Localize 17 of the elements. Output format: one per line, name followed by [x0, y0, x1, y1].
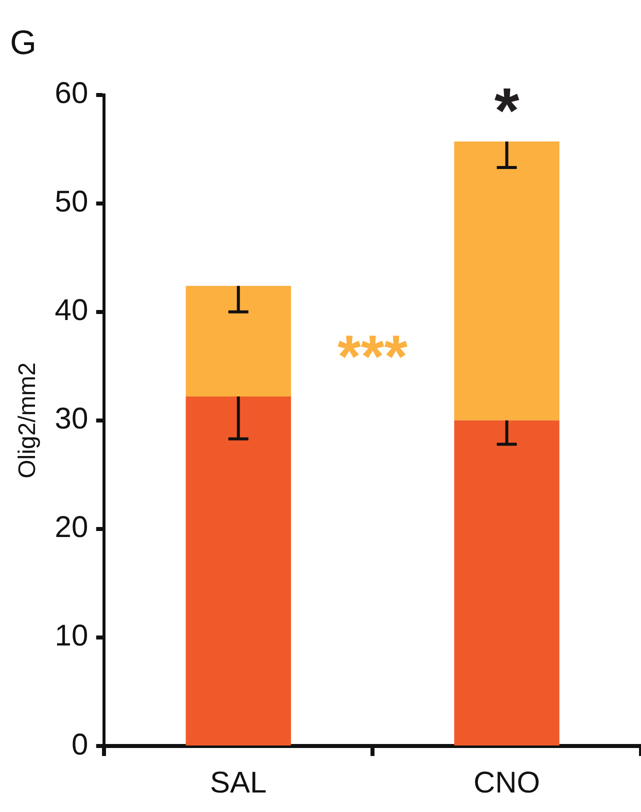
y-tick-label: 50 [54, 186, 88, 219]
y-tick-label: 10 [54, 620, 88, 653]
y-tick-label: 0 [71, 728, 88, 762]
y-axis-title: Olig2/mm2 [14, 362, 42, 478]
annotation: *** [338, 322, 408, 390]
chart-title: G [10, 24, 36, 62]
annotation: * [494, 74, 520, 146]
y-tick-label: 60 [54, 77, 88, 110]
y-tick-label: 20 [54, 511, 88, 544]
y-tick-label: 30 [54, 402, 88, 436]
bar [454, 141, 560, 420]
x-tick-label: CNO [473, 766, 540, 800]
bar [186, 396, 291, 746]
x-tick-label: SAL [210, 766, 267, 800]
bar [454, 420, 560, 746]
y-tick-label: 40 [54, 294, 88, 328]
bar [186, 286, 291, 397]
